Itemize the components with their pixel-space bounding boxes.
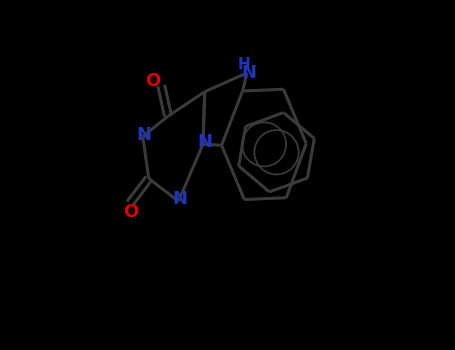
Text: O: O bbox=[123, 203, 139, 221]
Text: N: N bbox=[136, 126, 152, 144]
Text: N: N bbox=[241, 64, 256, 82]
Text: H: H bbox=[237, 57, 250, 71]
Text: N: N bbox=[172, 190, 187, 209]
Text: N: N bbox=[197, 133, 212, 152]
Text: O: O bbox=[145, 72, 160, 90]
